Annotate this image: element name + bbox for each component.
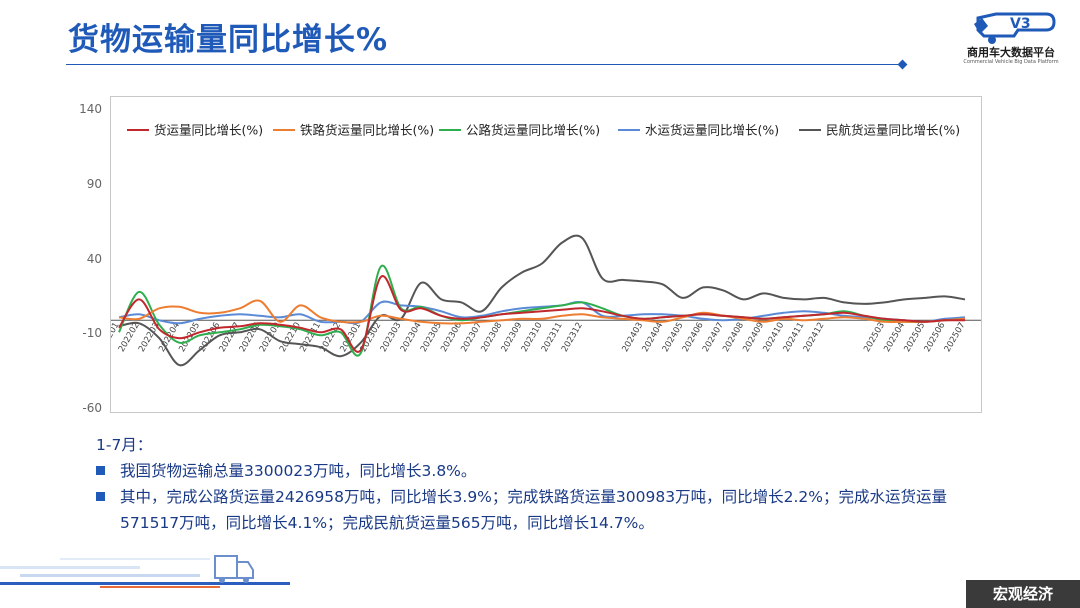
- note-text: 其中，完成公路货运量2426958万吨，同比增长3.9%；完成铁路货运量3009…: [120, 488, 947, 532]
- chart-canvas: 2022012022022022032022042022052022062022…: [111, 123, 981, 367]
- logo-subtitle: Commercial Vehicle Big Data Platform: [963, 59, 1059, 65]
- legend-label: 公路货运量同比增长(%): [466, 123, 600, 138]
- y-tick-label: 140: [79, 102, 102, 116]
- notes-heading: 1-7月：: [96, 436, 153, 454]
- summary-notes: 1-7月： 我国货物运输总量3300023万吨，同比增长3.8%。 其中，完成公…: [96, 432, 996, 536]
- page-title: 货物运输量同比增长%: [68, 22, 389, 58]
- section-badge: 宏观经济: [966, 580, 1080, 608]
- series-line: [118, 299, 966, 325]
- series-line: [118, 234, 966, 367]
- note-text: 我国货物运输总量3300023万吨，同比增长3.8%。: [120, 462, 477, 480]
- brand-logo: V3 商用车大数据平台 Commercial Vehicle Big Data …: [958, 12, 1064, 72]
- bullet-icon: [96, 492, 105, 501]
- y-tick-label: 90: [86, 176, 102, 191]
- legend-label: 水运货运量同比增长(%): [645, 123, 779, 138]
- truck-logo-icon: V3: [974, 12, 1056, 44]
- y-tick-label: -10: [82, 326, 102, 341]
- series-line: [118, 275, 966, 353]
- legend-label: 民航货运量同比增长(%): [826, 123, 960, 138]
- logo-text: 商用车大数据平台: [967, 46, 1055, 59]
- line-chart: 202201 202202 202203 202204 202205 202206 2022…: [110, 96, 982, 413]
- title-divider-end: [897, 59, 908, 70]
- note-item: 我国货物运输总量3300023万吨，同比增长3.8%。: [96, 458, 996, 484]
- legend-label: 铁路货运量同比增长(%): [300, 123, 434, 138]
- series-line: [118, 300, 966, 325]
- truck-decoration-icon: [0, 555, 290, 588]
- y-tick-label: -60: [82, 401, 102, 415]
- title-divider: [66, 64, 904, 65]
- logo-mark: V3: [1010, 16, 1031, 32]
- y-tick-label: 40: [86, 251, 102, 266]
- legend-label: 货运量同比增长(%): [154, 123, 263, 138]
- note-item: 其中，完成公路货运量2426958万吨，同比增长3.9%；完成铁路货运量3009…: [96, 484, 996, 536]
- bullet-icon: [96, 466, 105, 475]
